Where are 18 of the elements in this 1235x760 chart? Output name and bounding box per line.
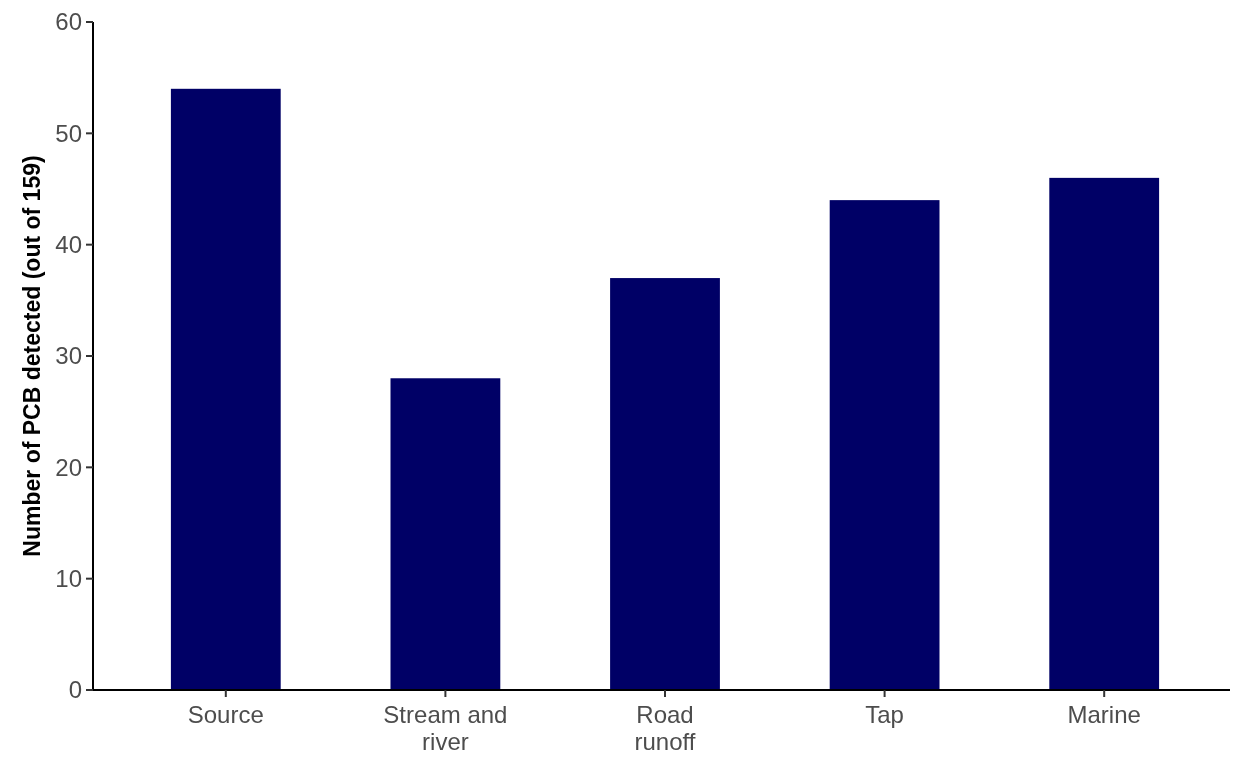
- x-tick-label: Road runoff: [634, 701, 696, 755]
- y-tick-label: 0: [68, 676, 82, 704]
- x-tick-label: Source: [187, 701, 264, 728]
- x-tick-label: Stream and river: [383, 701, 508, 755]
- bar: [170, 88, 281, 690]
- y-tick-label: 10: [55, 565, 82, 593]
- x-tick-label: Tap: [865, 701, 904, 728]
- y-tick-label: 50: [55, 119, 82, 147]
- y-tick-label: 40: [55, 231, 82, 259]
- y-tick-label: 20: [55, 453, 82, 481]
- bar: [390, 378, 501, 690]
- x-tick-label: Marine: [1067, 701, 1141, 728]
- y-tick-label: 60: [55, 8, 82, 36]
- y-axis-title: Number of PCB detected (out of 159): [19, 155, 45, 557]
- bar: [610, 278, 720, 690]
- y-tick-label: 30: [55, 342, 82, 370]
- bar: [829, 200, 940, 690]
- bar: [1049, 177, 1160, 690]
